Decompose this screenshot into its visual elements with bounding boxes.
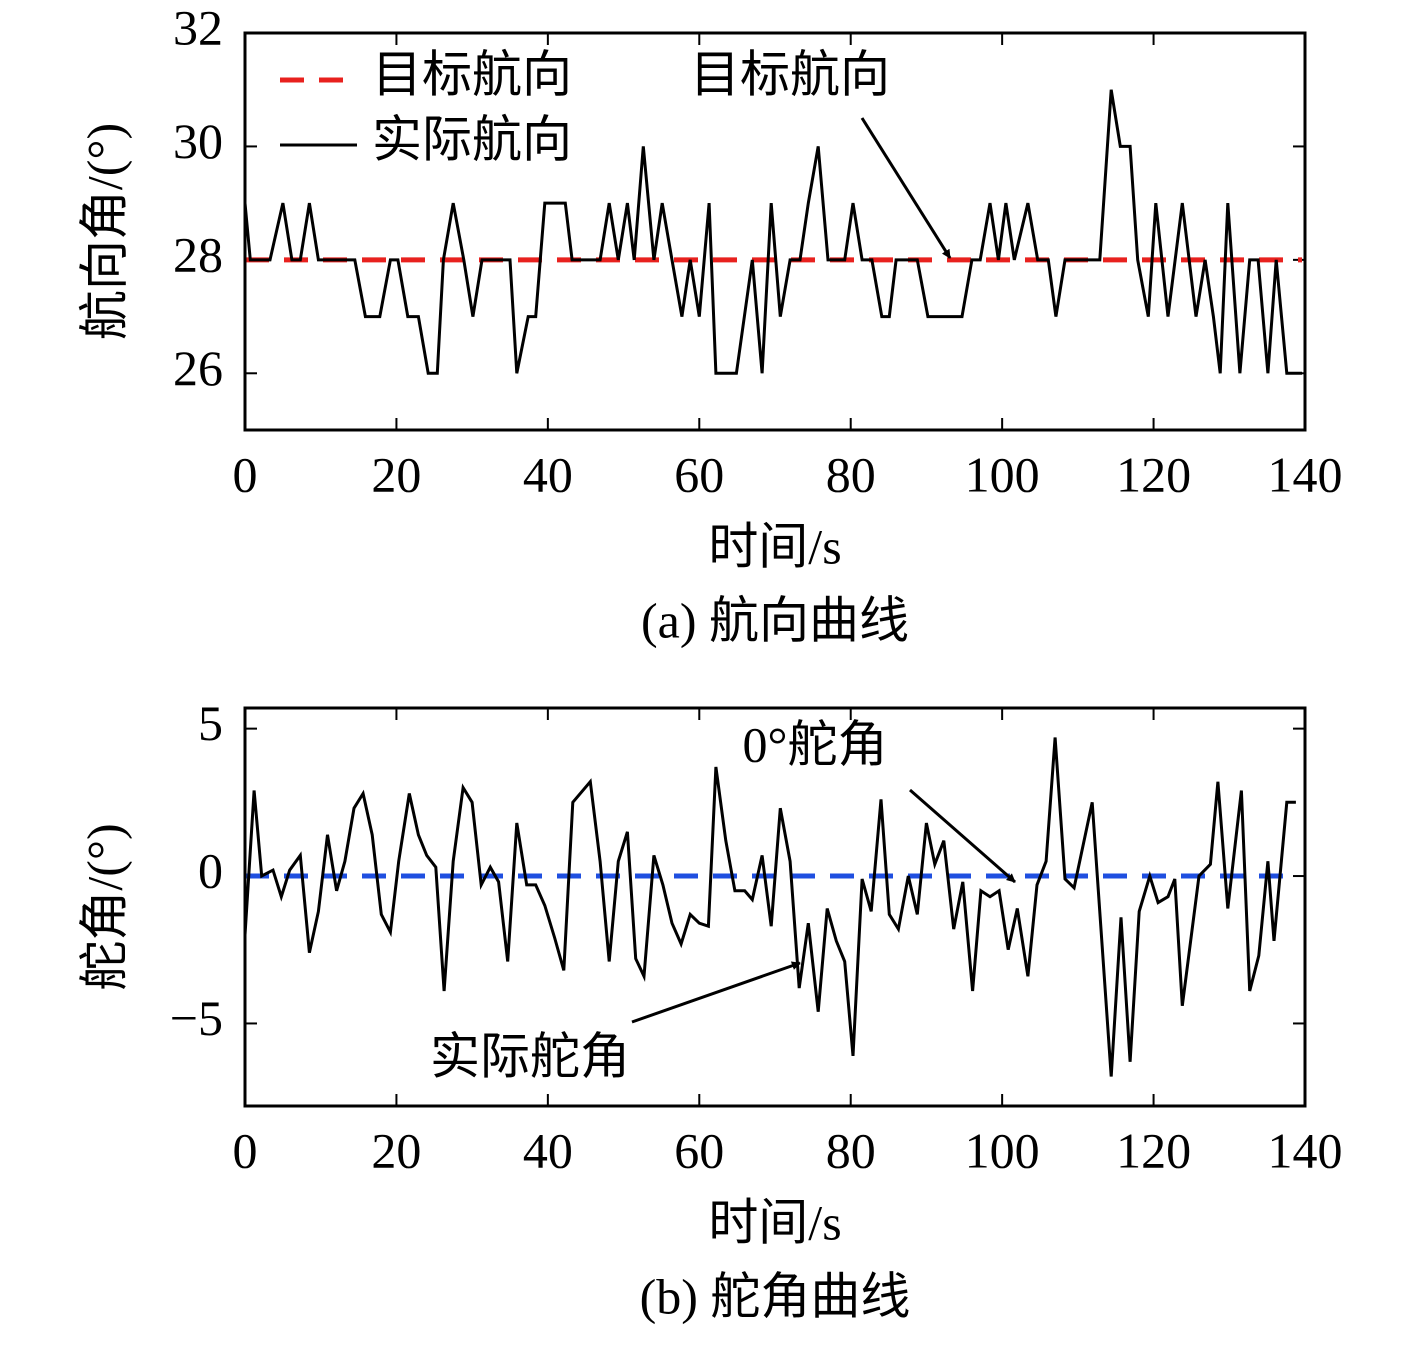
plot-frame — [243, 31, 1307, 432]
x-tick-label: 40 — [523, 1122, 573, 1178]
y-axis-label: 航向角/(°) — [76, 123, 132, 340]
x-axis-label: 时间/s — [708, 1194, 841, 1250]
annotation: 实际舵角 — [430, 1028, 630, 1084]
caption: (b) 舵角曲线 — [640, 1268, 911, 1324]
y-tick-label: 0 — [198, 843, 223, 899]
x-tick-label: 80 — [826, 1122, 876, 1178]
x-tick-label: 0 — [233, 446, 258, 502]
data-line — [243, 89, 1302, 375]
x-axis-label: 时间/s — [708, 518, 841, 574]
caption: (a) 航向曲线 — [641, 592, 909, 648]
y-tick-label: 26 — [173, 340, 223, 396]
x-tick-label: 100 — [965, 446, 1040, 502]
x-tick-label: 60 — [674, 446, 724, 502]
x-tick-label: 40 — [523, 446, 573, 502]
x-tick-label: 20 — [371, 446, 421, 502]
annotation: 目标航向 — [690, 46, 890, 102]
annotation-arrow — [860, 117, 952, 259]
x-tick-label: 120 — [1116, 1122, 1191, 1178]
x-tick-label: 100 — [965, 1122, 1040, 1178]
x-tick-label: 140 — [1268, 1122, 1343, 1178]
legend-label: 目标航向 — [372, 46, 572, 102]
legend-label: 实际航向 — [372, 111, 572, 167]
y-tick-label: 28 — [173, 226, 223, 282]
x-tick-label: 120 — [1116, 446, 1191, 502]
x-tick-label: 80 — [826, 446, 876, 502]
x-tick-label: 60 — [674, 1122, 724, 1178]
annotation-arrow — [631, 961, 801, 1024]
x-tick-label: 20 — [371, 1122, 421, 1178]
y-tick-label: −5 — [170, 990, 223, 1046]
x-tick-label: 140 — [1268, 446, 1343, 502]
subplot: 0 20 40 60 80 100 120 14026283032目标航向实际航向目标航向时间… — [76, 0, 1342, 648]
x-tick-label: 0 — [233, 1122, 258, 1178]
y-tick-label: 5 — [198, 695, 223, 751]
data-line — [243, 737, 1296, 1077]
y-axis-label: 舵角/(°) — [76, 823, 132, 990]
annotation: 0°舵角 — [743, 716, 888, 772]
y-tick-label: 30 — [173, 113, 223, 169]
y-tick-label: 32 — [173, 0, 223, 55]
annotation-arrow — [909, 788, 1016, 884]
plot-frame — [243, 706, 1307, 1108]
